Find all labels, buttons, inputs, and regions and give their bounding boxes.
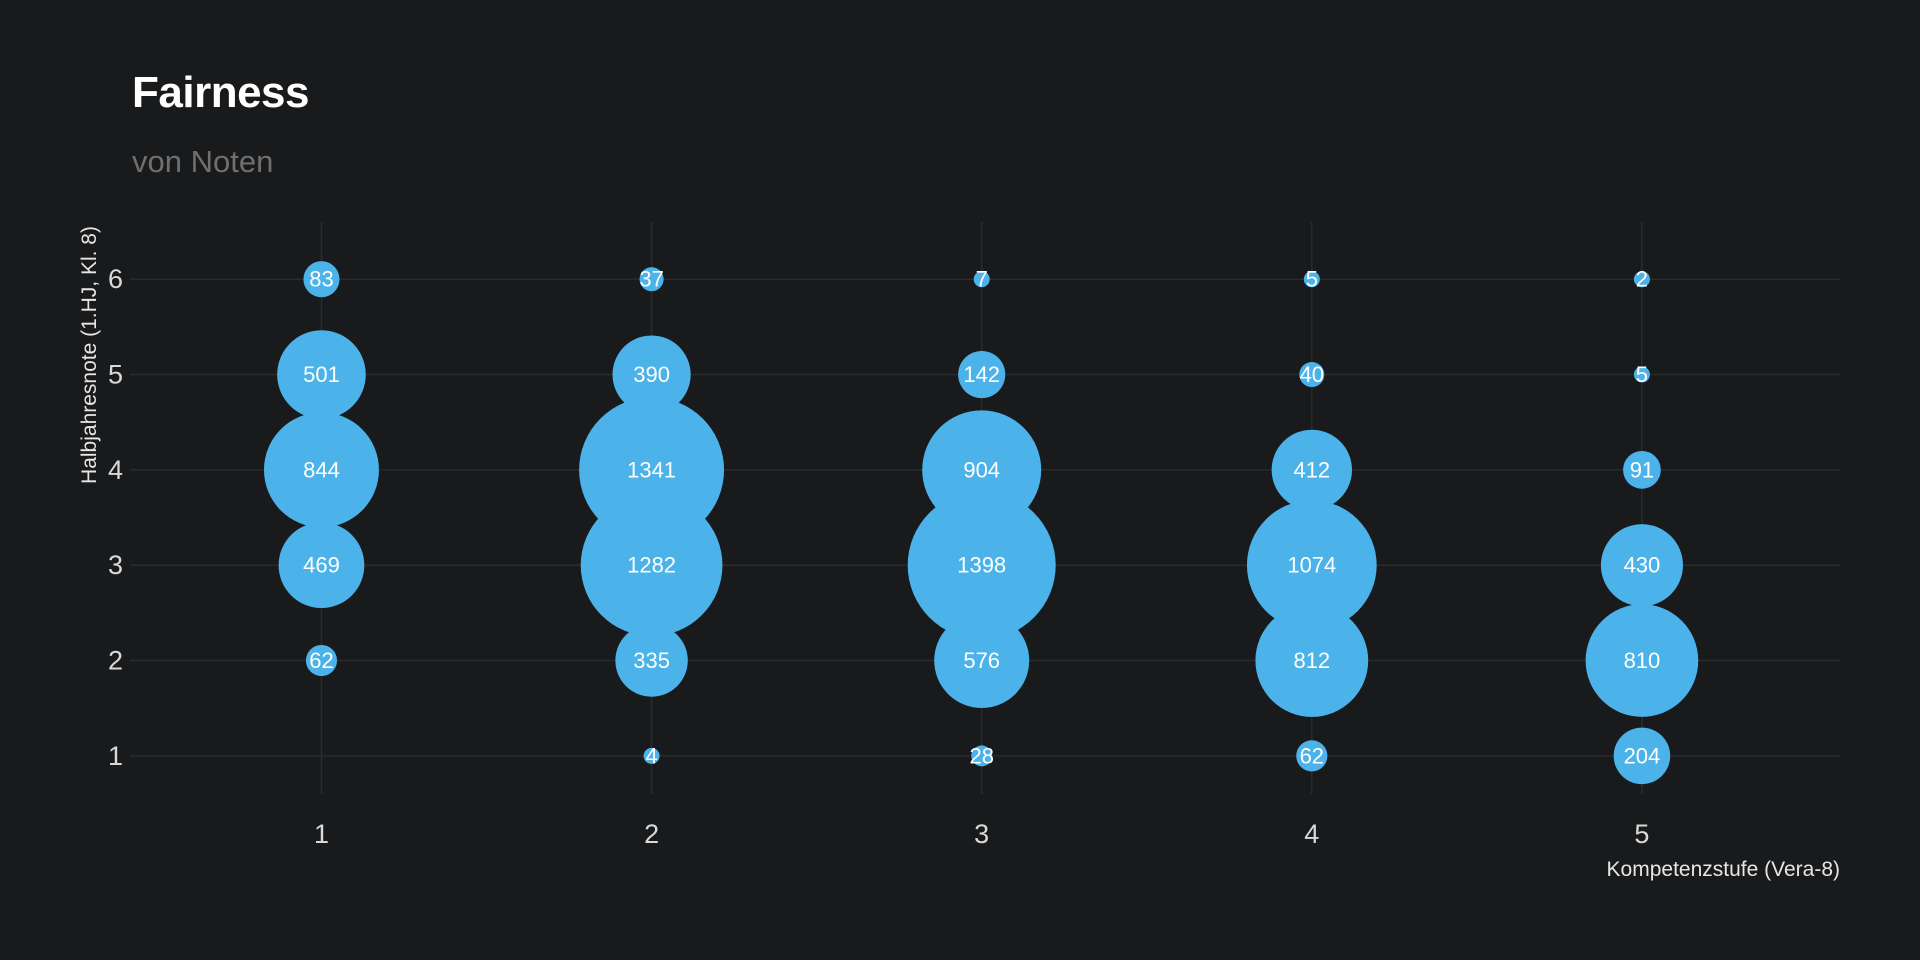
bubble-value-label: 5 [1636,362,1648,387]
bubble-value-label: 7 [976,267,988,292]
chart-subtitle: von Noten [132,144,274,179]
x-tick-label: 3 [974,819,989,849]
bubble [1623,450,1661,489]
bubble-value-label: 1398 [957,553,1006,578]
bubble [1246,500,1377,631]
bubble [907,491,1056,640]
bubble [1613,727,1671,785]
bubble-value-label: 412 [1293,457,1330,482]
axis-ticks: 1 2 3 4 5 6 1 2 3 4 5 [108,264,1649,849]
bubble-value-label: 335 [633,648,670,673]
bubble-value-label: 810 [1624,648,1661,673]
bubble [1255,604,1369,717]
bubble [1303,271,1320,288]
bubble [612,335,691,414]
bubble-value-label: 4 [645,743,657,768]
bubble-value-label: 1282 [627,553,676,578]
bubble-value-label: 62 [309,648,333,673]
bubble [639,267,664,292]
bubble-value-label: 576 [963,648,1000,673]
bubble-value-label: 83 [309,267,333,292]
x-tick-label: 4 [1304,819,1319,849]
bubble [278,522,365,609]
bubble [973,271,990,288]
bubble [934,613,1030,709]
bubble [1299,362,1325,388]
bubbles [263,261,1699,785]
bubble-labels: 83 501 844 469 62 37 390 1341 1282 335 4 7 142 904 139… [303,267,1660,769]
bubble-value-label: 430 [1624,553,1661,578]
bubble-value-label: 28 [969,743,993,768]
y-tick-label: 3 [108,550,123,580]
bubble [303,261,340,298]
bubble [1585,604,1699,717]
bubble-value-label: 37 [639,267,663,292]
bubble-value-label: 5 [1306,267,1318,292]
bubble [305,644,338,677]
bubble [580,494,723,637]
x-axis-label: Kompetenzstufe (Vera-8) [1607,858,1840,881]
chart-title: Fairness [132,68,309,117]
bubble [643,747,660,764]
bubble [1633,271,1650,288]
bubble-value-label: 904 [963,457,1000,482]
bubble [1271,429,1352,511]
bubble-value-label: 62 [1300,743,1324,768]
x-tick-label: 1 [314,819,329,849]
bubble [615,624,688,697]
bubble [1633,366,1650,383]
bubble-value-label: 204 [1624,743,1661,768]
x-tick-label: 5 [1634,819,1649,849]
bubble-value-label: 501 [303,362,340,387]
bubble [277,330,366,419]
y-tick-label: 2 [108,646,123,676]
y-axis-label: Halbjahresnote (1.HJ, Kl. 8) [78,226,101,484]
bubble [971,745,993,767]
bubble [1296,740,1328,772]
y-tick-label: 1 [108,741,123,771]
bubble-value-label: 812 [1293,648,1330,673]
bubble-value-label: 390 [633,362,670,387]
bubble-value-label: 469 [303,553,340,578]
y-tick-label: 5 [108,360,123,390]
bubble-value-label: 1074 [1287,553,1336,578]
bubble [1600,524,1683,607]
bubble-value-label: 1341 [627,457,676,482]
bubble-value-label: 91 [1630,457,1654,482]
y-tick-label: 6 [108,264,123,294]
bubble-value-label: 2 [1636,267,1648,292]
bubble [958,350,1006,399]
bubble-value-label: 142 [963,362,1000,387]
bubble-value-label: 844 [303,457,340,482]
bubble-value-label: 40 [1300,362,1324,387]
bubble [263,412,379,528]
y-tick-label: 4 [108,455,123,485]
x-tick-label: 2 [644,819,659,849]
